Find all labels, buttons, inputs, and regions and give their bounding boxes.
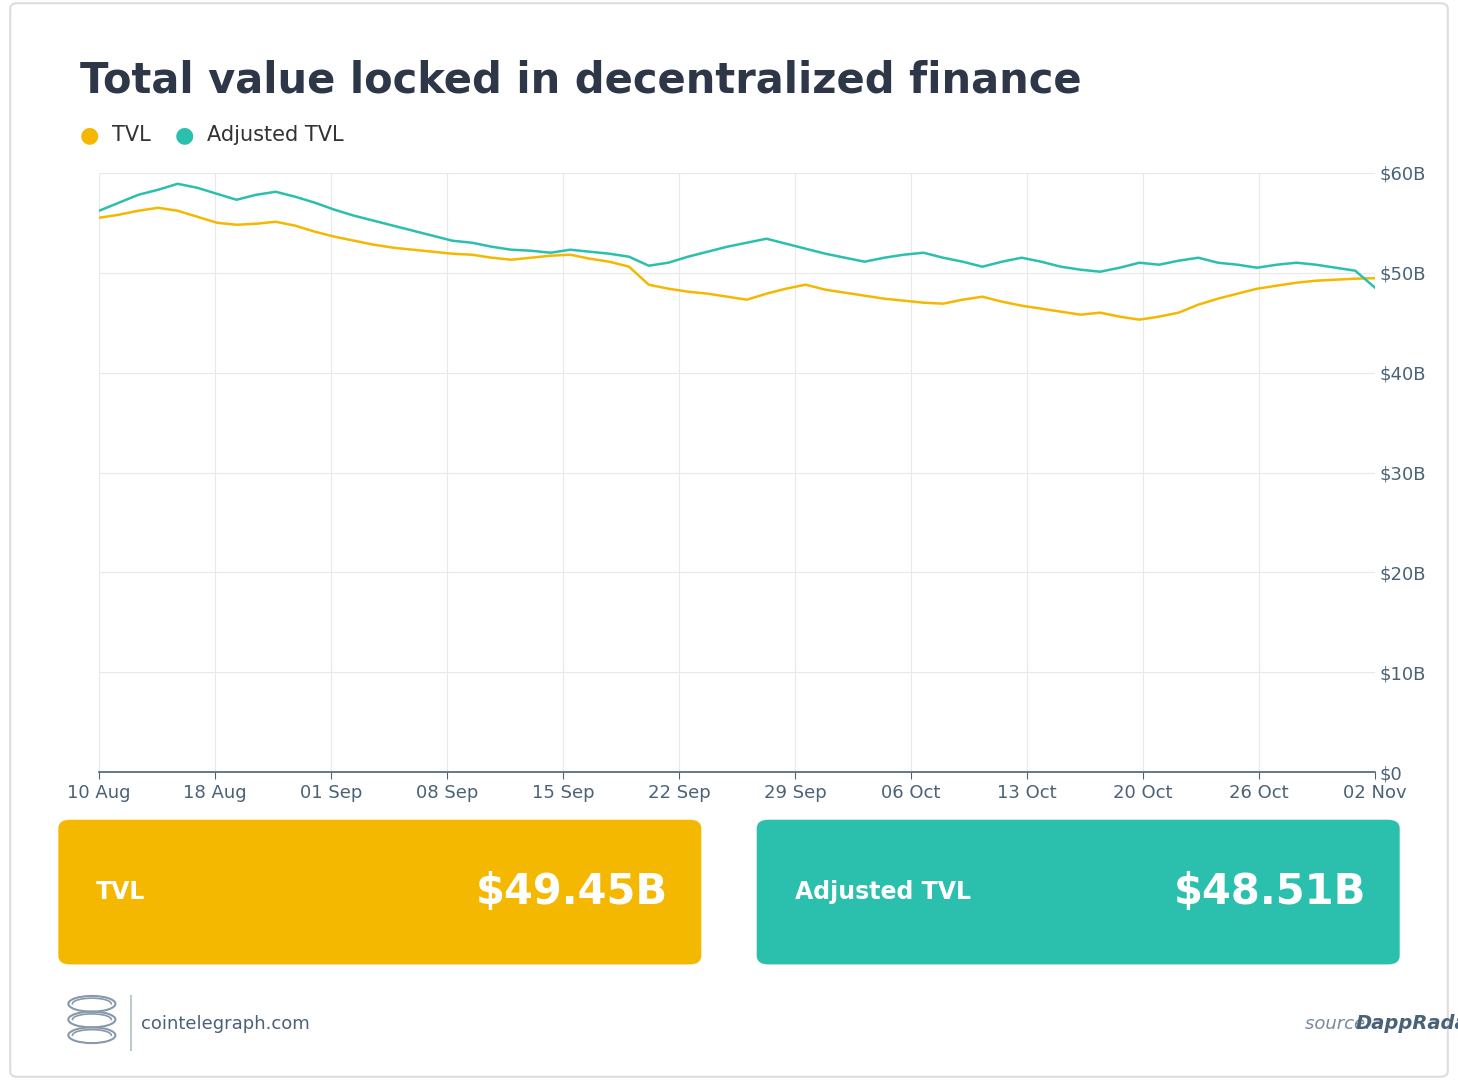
- Text: Adjusted TVL: Adjusted TVL: [207, 125, 344, 145]
- Text: source:: source:: [1305, 1015, 1376, 1032]
- Text: Adjusted TVL: Adjusted TVL: [795, 880, 971, 904]
- Text: TVL: TVL: [96, 880, 146, 904]
- Text: $48.51B: $48.51B: [1174, 872, 1366, 913]
- Text: DappRadar: DappRadar: [1356, 1014, 1458, 1034]
- Text: Total value locked in decentralized finance: Total value locked in decentralized fina…: [80, 59, 1082, 102]
- Text: cointelegraph.com: cointelegraph.com: [141, 1015, 311, 1032]
- Text: TVL: TVL: [112, 125, 152, 145]
- Text: ●: ●: [80, 125, 99, 145]
- Text: ●: ●: [175, 125, 194, 145]
- Text: $49.45B: $49.45B: [475, 872, 668, 913]
